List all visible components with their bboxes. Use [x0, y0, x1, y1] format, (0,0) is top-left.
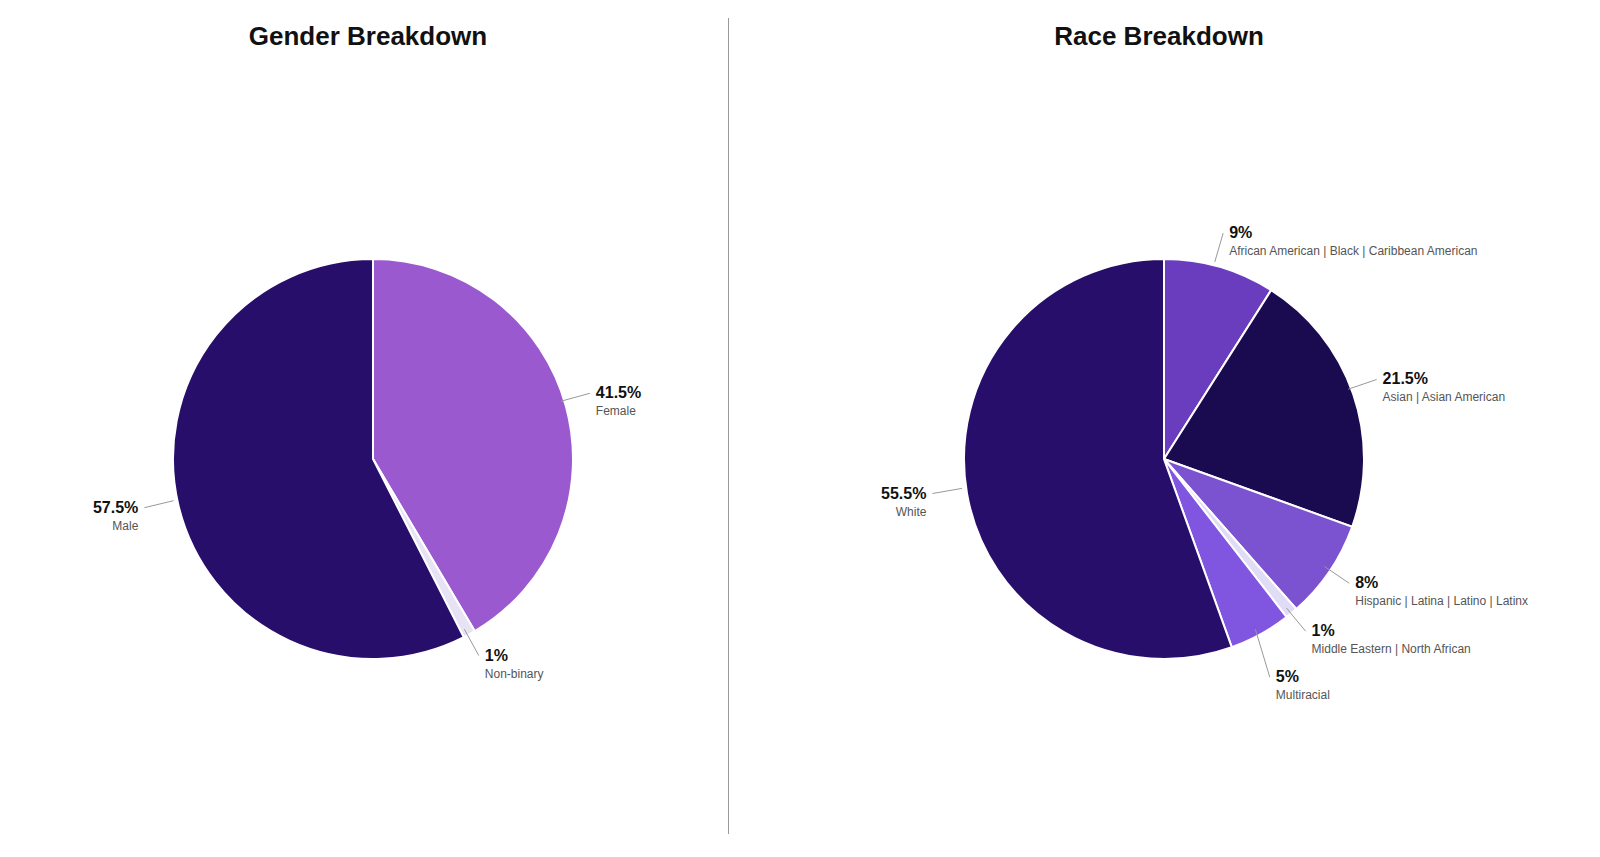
svg-text:8%: 8%	[1355, 574, 1378, 591]
svg-text:Male: Male	[112, 519, 138, 533]
svg-text:Non-binary: Non-binary	[485, 667, 544, 681]
svg-text:5%: 5%	[1276, 668, 1299, 685]
svg-text:Multiracial: Multiracial	[1276, 688, 1330, 702]
svg-text:9%: 9%	[1229, 224, 1252, 241]
html-text:Gender Breakdown: Gender Breakdown	[248, 21, 488, 51]
svg-text:57.5%: 57.5%	[93, 499, 138, 516]
svg-text:Female: Female	[596, 404, 636, 418]
svg-text:55.5%: 55.5%	[881, 485, 926, 502]
svg-text:Hispanic | Latina | Latino | L: Hispanic | Latina | Latino | Latinx	[1355, 594, 1528, 608]
svg-text:African American | Black | Car: African American | Black | Caribbean Ame…	[1229, 244, 1477, 258]
svg-text:1%: 1%	[485, 647, 508, 664]
svg-text:1%: 1%	[1312, 622, 1335, 639]
svg-text:White: White	[896, 505, 927, 519]
svg-text:21.5%: 21.5%	[1383, 370, 1428, 387]
svg-text:Asian | Asian American: Asian | Asian American	[1383, 390, 1506, 404]
svg-text:Middle Eastern | North African: Middle Eastern | North African	[1312, 642, 1471, 656]
svg-text:41.5%: 41.5%	[596, 384, 641, 401]
html-text:Race Breakdown: Race Breakdown	[1054, 21, 1264, 51]
